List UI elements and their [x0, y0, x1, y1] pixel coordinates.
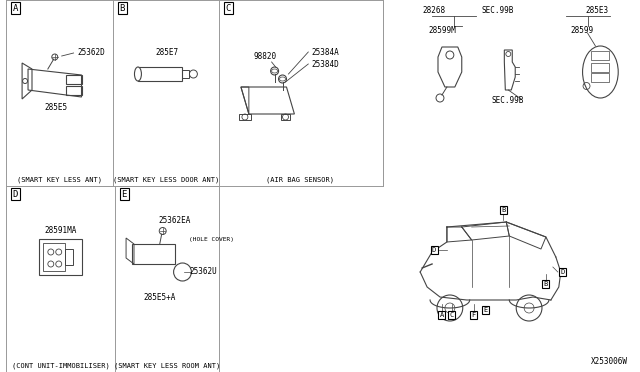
Bar: [65, 249, 72, 265]
Text: 285E5+A: 285E5+A: [143, 292, 176, 301]
Text: 285E5: 285E5: [44, 103, 67, 112]
Bar: [280, 114, 291, 120]
Bar: [39, 239, 83, 275]
Bar: [66, 86, 81, 95]
Text: (HOLE COVER): (HOLE COVER): [189, 237, 234, 241]
Text: F: F: [472, 312, 476, 318]
Bar: [591, 63, 609, 72]
Text: B: B: [501, 207, 506, 213]
Text: D: D: [561, 269, 565, 275]
Text: (CONT UNIT-IMMOBILISER): (CONT UNIT-IMMOBILISER): [12, 363, 109, 369]
Text: SEC.99B: SEC.99B: [492, 96, 524, 105]
Text: (SMART KEY LESS ROOM ANT): (SMART KEY LESS ROOM ANT): [113, 363, 220, 369]
Text: 25384A: 25384A: [311, 48, 339, 57]
Text: (SMART KEY LESS DOOR ANT): (SMART KEY LESS DOOR ANT): [113, 177, 219, 183]
Text: D: D: [12, 189, 18, 199]
Bar: [591, 51, 609, 60]
Bar: [591, 73, 609, 82]
Text: 28599: 28599: [571, 26, 594, 35]
Bar: [138, 67, 182, 81]
Text: C: C: [225, 3, 231, 13]
Ellipse shape: [134, 67, 141, 81]
Text: (AIR BAG SENSOR): (AIR BAG SENSOR): [266, 177, 334, 183]
Text: B: B: [544, 281, 548, 287]
Text: 28591MA: 28591MA: [45, 225, 77, 234]
Text: (SMART KEY LESS ANT): (SMART KEY LESS ANT): [17, 177, 102, 183]
Text: 25362D: 25362D: [77, 48, 106, 57]
Text: E: E: [483, 307, 488, 313]
Text: C: C: [450, 312, 454, 318]
Text: 28599M: 28599M: [428, 26, 456, 35]
Text: 25362EA: 25362EA: [159, 215, 191, 224]
Text: A: A: [440, 312, 444, 318]
Bar: [66, 75, 81, 84]
Text: 285E7: 285E7: [155, 48, 178, 57]
Text: D: D: [432, 247, 436, 253]
Text: X253006W: X253006W: [591, 357, 628, 366]
Bar: [182, 70, 189, 78]
Text: 25384D: 25384D: [311, 60, 339, 68]
Bar: [239, 114, 251, 120]
Bar: [43, 243, 65, 271]
Text: A: A: [12, 3, 18, 13]
Text: B: B: [120, 3, 125, 13]
Text: E: E: [122, 189, 127, 199]
Text: 285E3: 285E3: [586, 6, 609, 15]
Text: SEC.99B: SEC.99B: [481, 6, 513, 15]
Text: 25362U: 25362U: [189, 267, 217, 276]
Text: 28268: 28268: [422, 6, 445, 15]
Text: 98820: 98820: [254, 51, 277, 61]
